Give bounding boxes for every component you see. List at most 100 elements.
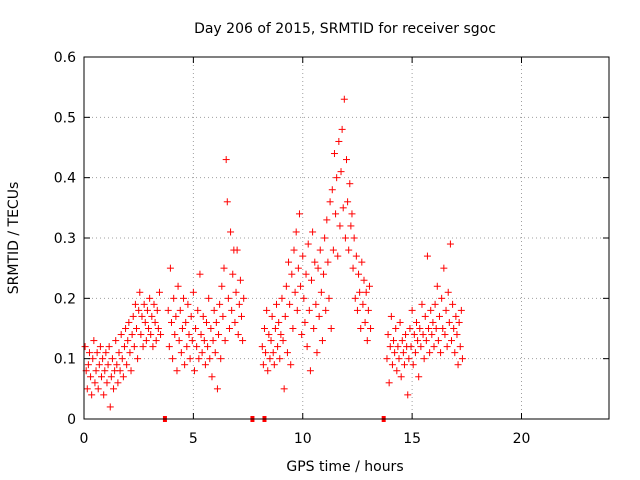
- data-point: [384, 331, 392, 339]
- data-point: [225, 325, 233, 332]
- data-point: [429, 318, 437, 326]
- data-point: [211, 349, 219, 357]
- data-point: [314, 264, 322, 272]
- data-point: [353, 306, 361, 314]
- data-point: [293, 306, 301, 314]
- data-point: [90, 337, 98, 345]
- data-point: [281, 312, 289, 320]
- data-point: [336, 222, 344, 230]
- data-point: [263, 306, 271, 314]
- data-point: [396, 318, 404, 326]
- data-point: [106, 403, 114, 411]
- data-point: [216, 300, 224, 308]
- data-point: [337, 168, 345, 176]
- data-point: [99, 355, 107, 363]
- data-point: [219, 312, 227, 320]
- data-point: [425, 325, 433, 332]
- data-point: [387, 312, 395, 320]
- data-point: [176, 306, 184, 314]
- data-point: [329, 246, 337, 254]
- data-point: [194, 306, 202, 314]
- x-tick-labels: 0 5 10 15 20: [80, 431, 531, 447]
- data-point: [227, 228, 235, 236]
- data-point: [391, 349, 399, 357]
- data-point: [298, 331, 306, 339]
- data-point: [155, 288, 163, 296]
- y-tick-labels: 0 0.1 0.2 0.3 0.4 0.5 0.6: [54, 50, 76, 428]
- data-point: [149, 343, 157, 351]
- y-tick-label: 0.4: [54, 171, 76, 187]
- data-point: [215, 331, 223, 339]
- data-point: [164, 306, 172, 314]
- data-point: [264, 367, 272, 375]
- data-point: [229, 270, 237, 278]
- data-point: [317, 288, 325, 296]
- data-point: [180, 294, 188, 302]
- data-point: [315, 312, 323, 320]
- data-point: [335, 137, 343, 145]
- data-point: [266, 355, 274, 363]
- data-point: [357, 325, 365, 332]
- data-point: [260, 325, 268, 332]
- data-point: [399, 349, 407, 357]
- data-point: [318, 337, 326, 345]
- x-tick-label: 0: [80, 431, 89, 447]
- data-point: [270, 361, 278, 369]
- y-tick-label: 0: [67, 412, 76, 428]
- data-point: [405, 355, 413, 363]
- data-point: [181, 361, 189, 369]
- chart-title: Day 206 of 2015, SRMTID for receiver sgo…: [194, 21, 496, 37]
- data-point: [268, 312, 276, 320]
- data-point: [356, 288, 364, 296]
- data-point: [393, 367, 401, 375]
- data-point: [419, 331, 427, 339]
- data-point: [140, 300, 148, 308]
- data-point: [285, 258, 293, 266]
- data-point: [114, 379, 122, 387]
- data-point: [192, 325, 200, 332]
- data-point: [133, 325, 140, 332]
- data-point: [147, 331, 155, 339]
- grid: [84, 57, 609, 419]
- data-point: [305, 306, 313, 314]
- data-point: [417, 343, 425, 351]
- data-point: [355, 270, 363, 278]
- data-point: [220, 264, 228, 272]
- data-point: [228, 306, 236, 314]
- data-point: [283, 349, 291, 357]
- data-point: [175, 337, 183, 345]
- data-point: [165, 343, 173, 351]
- data-point: [286, 300, 294, 308]
- data-point: [232, 288, 240, 296]
- data-point: [343, 156, 350, 164]
- data-point: [217, 355, 225, 363]
- data-point: [350, 234, 358, 242]
- data-point: [205, 294, 213, 302]
- data-point: [184, 300, 192, 308]
- data-point: [105, 343, 113, 351]
- x-axis-label: GPS time / hours: [286, 459, 403, 475]
- data-point: [279, 337, 287, 345]
- data-point: [151, 318, 159, 326]
- data-point: [240, 294, 248, 302]
- data-point: [445, 318, 453, 326]
- data-point: [360, 276, 368, 284]
- data-point: [300, 294, 308, 302]
- data-point: [276, 355, 284, 363]
- data-point: [321, 234, 329, 242]
- data-point: [450, 325, 458, 332]
- data-point: [402, 331, 410, 339]
- data-point: [349, 264, 357, 272]
- data-points: [81, 95, 466, 422]
- data-point: [347, 222, 355, 230]
- data-point: [168, 318, 175, 326]
- data-point: [81, 343, 89, 351]
- data-point: [316, 246, 324, 254]
- axis-ticks: [83, 56, 609, 420]
- data-point: [352, 252, 360, 260]
- data-point: [292, 228, 300, 236]
- data-point: [183, 343, 191, 351]
- data-point: [166, 264, 174, 272]
- data-point: [197, 331, 205, 339]
